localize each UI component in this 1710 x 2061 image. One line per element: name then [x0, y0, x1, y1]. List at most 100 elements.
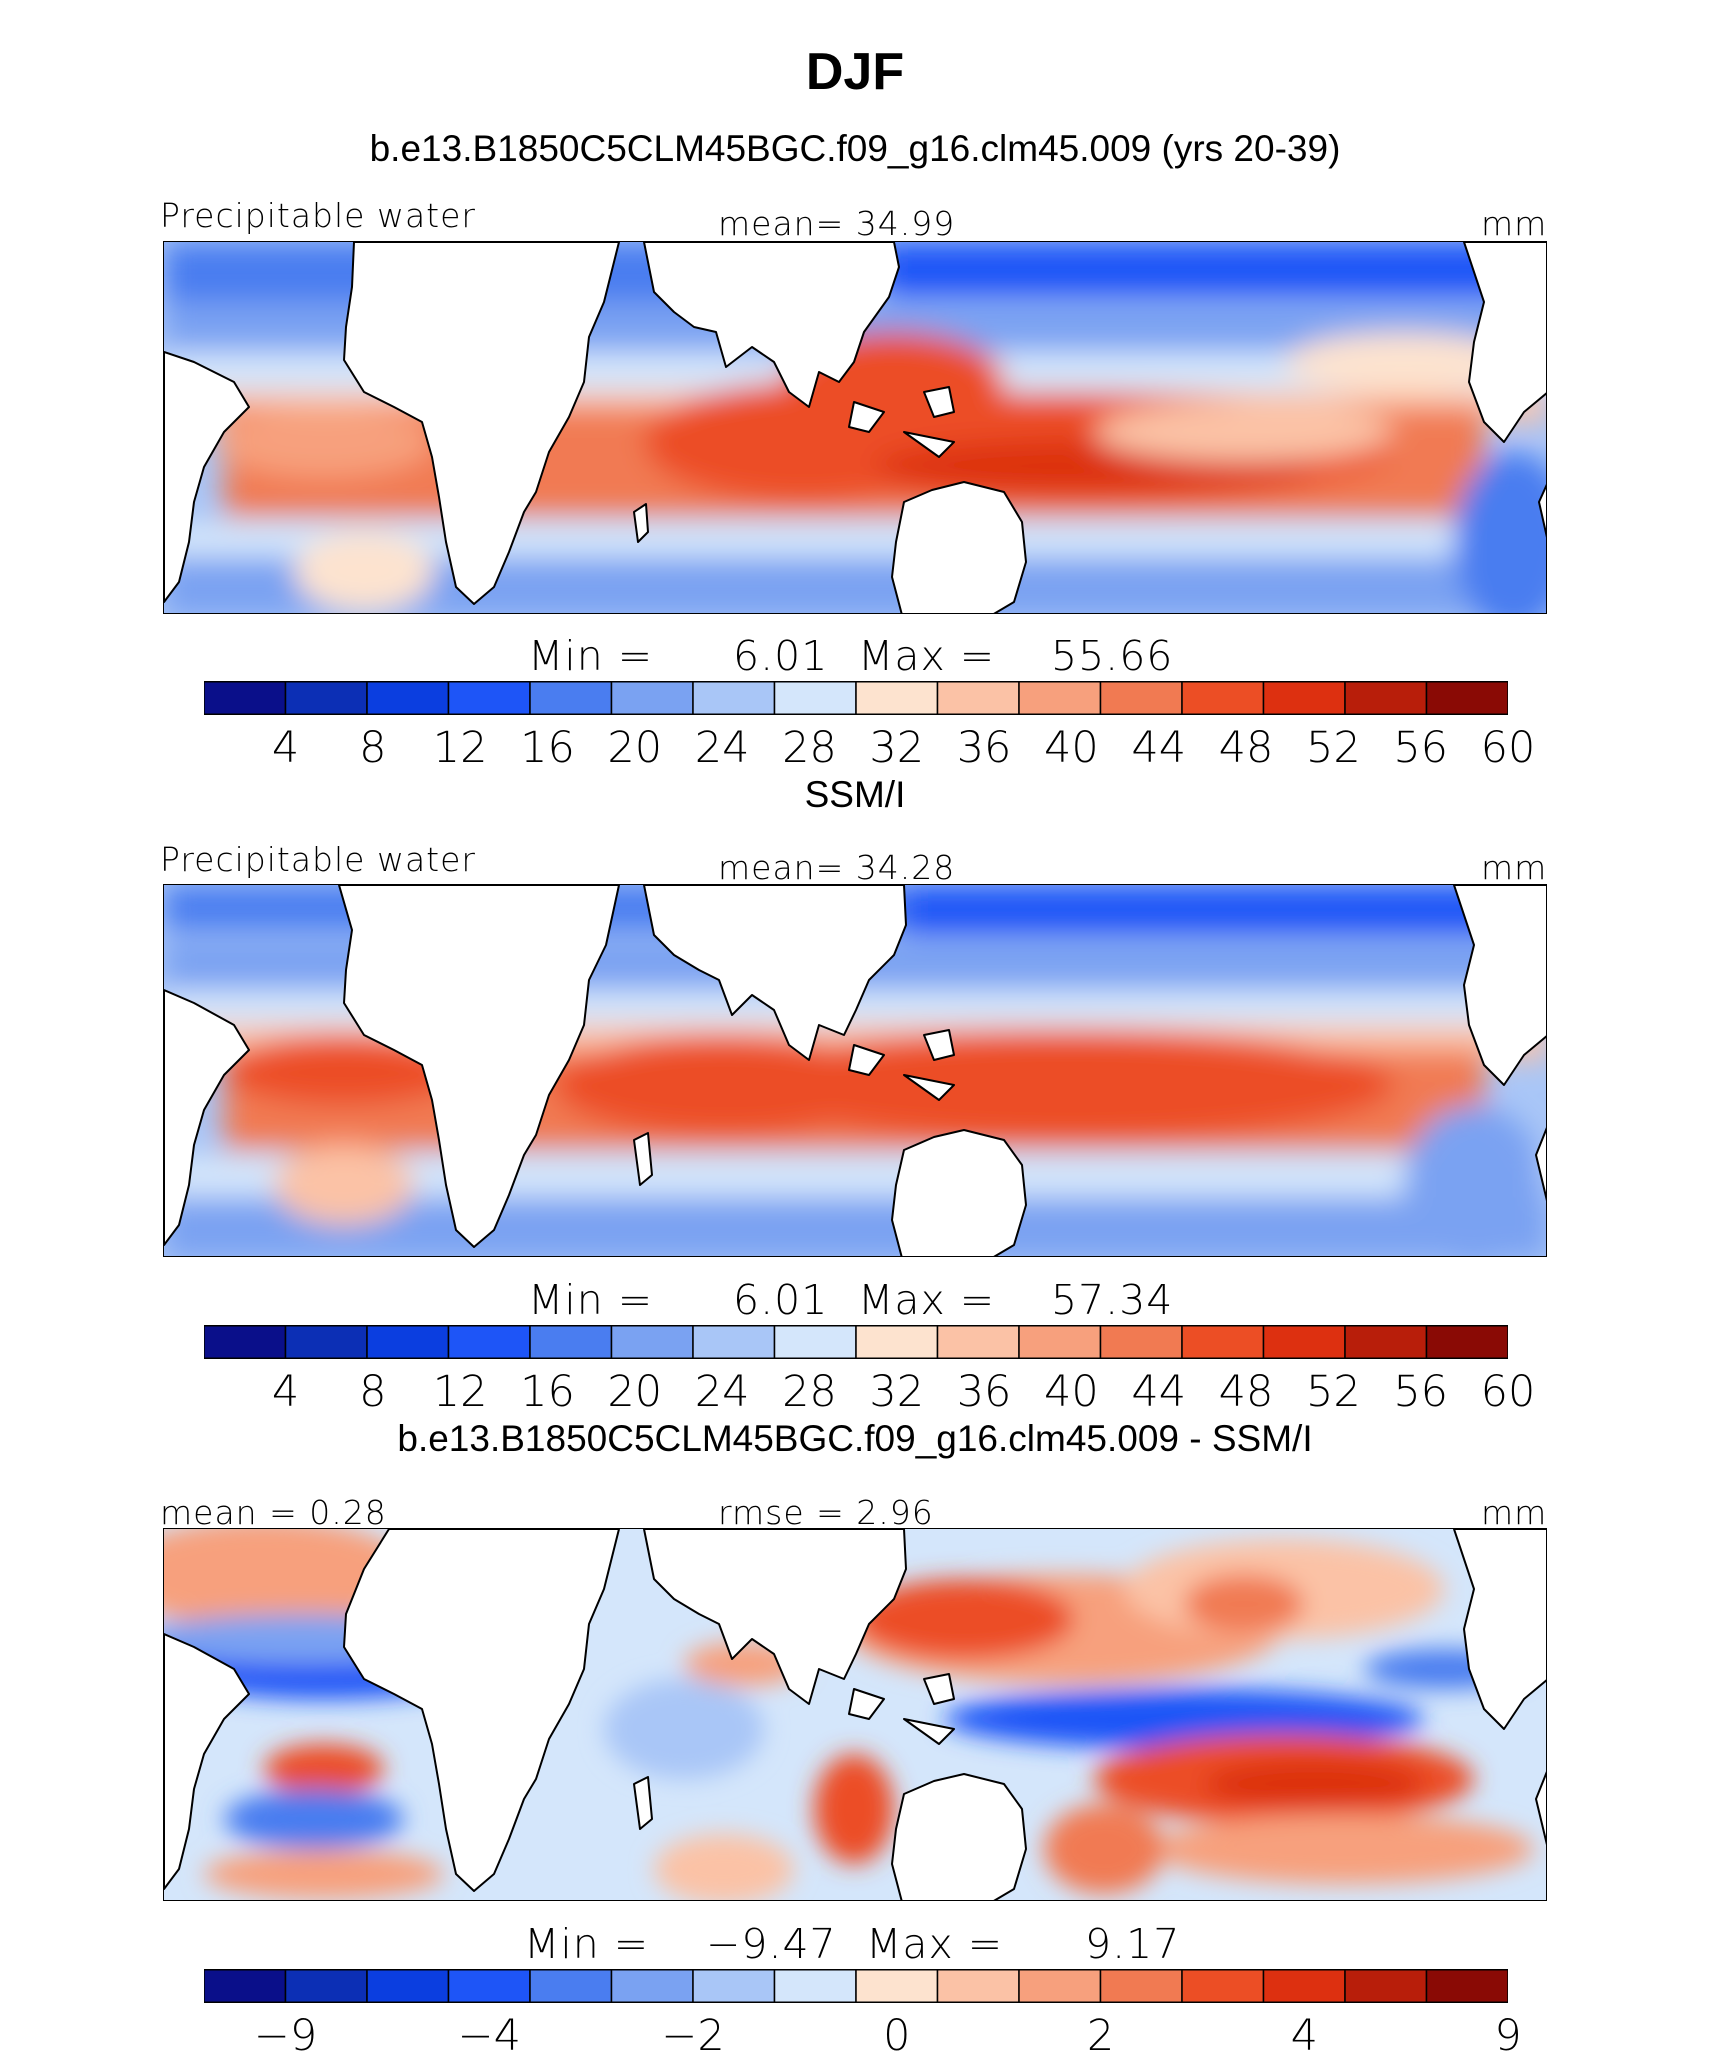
americas-landmass [1463, 242, 1546, 443]
colorbar-swatch [204, 681, 287, 715]
colorbar-swatch [529, 681, 613, 715]
colorbar-tick-label: 2 [1086, 2011, 1115, 2061]
colorbar-model [204, 681, 1508, 715]
colorbar-tick-label: 60 [1480, 723, 1536, 773]
colorbar-swatch [1262, 681, 1346, 715]
field-name-label: Precipitable water [160, 196, 476, 235]
min-label: Min = [524, 1920, 650, 1968]
indonesia-islands [848, 386, 955, 458]
mean-label: mean = 0.28 [160, 1493, 387, 1532]
colorbar-tick-label: 48 [1218, 1367, 1274, 1417]
colorbar-swatch [1099, 681, 1183, 715]
colorbar-swatch [1099, 1969, 1183, 2003]
max-label: Max = [858, 632, 996, 680]
colorbar-swatch [1181, 1325, 1265, 1359]
colorbar-swatch [1099, 1325, 1183, 1359]
colorbar-tick-label: 4 [271, 723, 300, 773]
colorbar-tick-label: 24 [694, 723, 750, 773]
colorbar-swatch [204, 1325, 287, 1359]
min-value: −9.47 [706, 1920, 837, 1968]
colorbar-tick-label: 16 [520, 1367, 575, 1417]
mean-label: mean= 34.99 [718, 204, 956, 243]
min-value: 6.01 [733, 632, 829, 680]
colorbar-swatch [936, 1969, 1020, 2003]
colorbar-tick-label: 20 [607, 723, 663, 773]
colorbar-swatch [204, 1969, 287, 2003]
colorbar-swatch [773, 681, 857, 715]
colorbar-swatch [1425, 1969, 1508, 2003]
colorbar-tick-label: 44 [1131, 1367, 1187, 1417]
colorbar-swatch [447, 681, 531, 715]
colorbar-tick-label: 32 [869, 723, 925, 773]
colorbar-svg [204, 1969, 1508, 2003]
field-name-label: Precipitable water [160, 840, 476, 879]
colorbar-swatch [692, 681, 776, 715]
colorbar-swatch [529, 1325, 613, 1359]
colorbar-tick-label: 40 [1044, 723, 1099, 773]
colorbar-swatch [1181, 681, 1265, 715]
asia-landmass [643, 242, 900, 408]
colorbar-tick-label: 8 [359, 723, 387, 773]
min-value: 6.01 [733, 1276, 829, 1324]
colorbar-swatch [773, 1969, 857, 2003]
colorbar-tick-label: 28 [782, 723, 837, 773]
units-label: mm [1481, 204, 1548, 243]
rmse-label: rmse = 2.96 [718, 1493, 934, 1532]
colorbar-swatch [1181, 1969, 1265, 2003]
colorbar-swatch [366, 681, 450, 715]
min-label: Min = [528, 632, 654, 680]
australia-landmass [891, 481, 1027, 613]
max-label: Max = [858, 1276, 996, 1324]
figure-title: DJF [805, 43, 905, 101]
colorbar-swatch [855, 681, 939, 715]
colorbar-svg [204, 681, 1508, 715]
colorbar-tick-label: 16 [520, 723, 575, 773]
colorbar-tick-label: 0 [883, 2011, 911, 2061]
max-label: Max = [866, 1920, 1004, 1968]
colorbar-tick-label: 12 [432, 723, 488, 773]
colorbar-diff [204, 1969, 1508, 2003]
colorbar-swatch [692, 1325, 776, 1359]
colorbar-swatch [1425, 1325, 1508, 1359]
colorbar-swatch [1018, 1325, 1102, 1359]
colorbar-tick-label: 28 [782, 1367, 837, 1417]
africa-landmass [343, 242, 620, 605]
colorbar-swatch [447, 1969, 531, 2003]
colorbar-svg [204, 1325, 1508, 1359]
panel-title-obs: SSM/I [804, 774, 906, 815]
colorbar-tick-label: 60 [1480, 1367, 1536, 1417]
colorbar-tick-label: −4 [457, 2011, 521, 2061]
units-label: mm [1481, 1493, 1548, 1532]
colorbar-swatch [529, 1969, 613, 2003]
map-model [163, 241, 1547, 614]
colorbar-tick-label: 4 [1290, 2011, 1318, 2061]
colorbar-tick-label: 40 [1044, 1367, 1099, 1417]
colorbar-tick-label: 20 [607, 1367, 663, 1417]
colorbar-swatch [366, 1325, 450, 1359]
colorbar-swatch [610, 1969, 694, 2003]
colorbar-tick-label: 52 [1305, 1367, 1361, 1417]
colorbar-tick-label: 44 [1131, 723, 1187, 773]
colorbar-tick-label: 56 [1393, 723, 1449, 773]
colorbar-tick-label: −9 [253, 2011, 318, 2061]
colorbar-swatch [936, 681, 1020, 715]
colorbar-tick-label: 12 [432, 1367, 488, 1417]
colorbar-tick-label: 4 [271, 1367, 300, 1417]
colorbar-swatch [610, 681, 694, 715]
map-obs [163, 884, 1547, 1257]
colorbar-swatch [1262, 1969, 1346, 2003]
min-label: Min = [528, 1276, 654, 1324]
colorbar-swatch [855, 1969, 939, 2003]
colorbar-tick-label: 36 [956, 1367, 1012, 1417]
max-value: 57.34 [1051, 1276, 1174, 1324]
colorbar-swatch [610, 1325, 694, 1359]
colorbar-swatch [1344, 681, 1428, 715]
colorbar-tick-label: 36 [956, 723, 1012, 773]
west-america-landmass [164, 351, 250, 603]
panel-title-model: b.e13.B1850C5CLM45BGC.f09_g16.clm45.009 … [369, 128, 1341, 169]
colorbar-tick-label: 9 [1494, 2011, 1522, 2061]
map-diff [163, 1528, 1547, 1901]
colorbar-swatch [1344, 1969, 1428, 2003]
panel-title-diff: b.e13.B1850C5CLM45BGC.f09_g16.clm45.009 … [397, 1418, 1313, 1459]
colorbar-tick-label: 24 [694, 1367, 750, 1417]
